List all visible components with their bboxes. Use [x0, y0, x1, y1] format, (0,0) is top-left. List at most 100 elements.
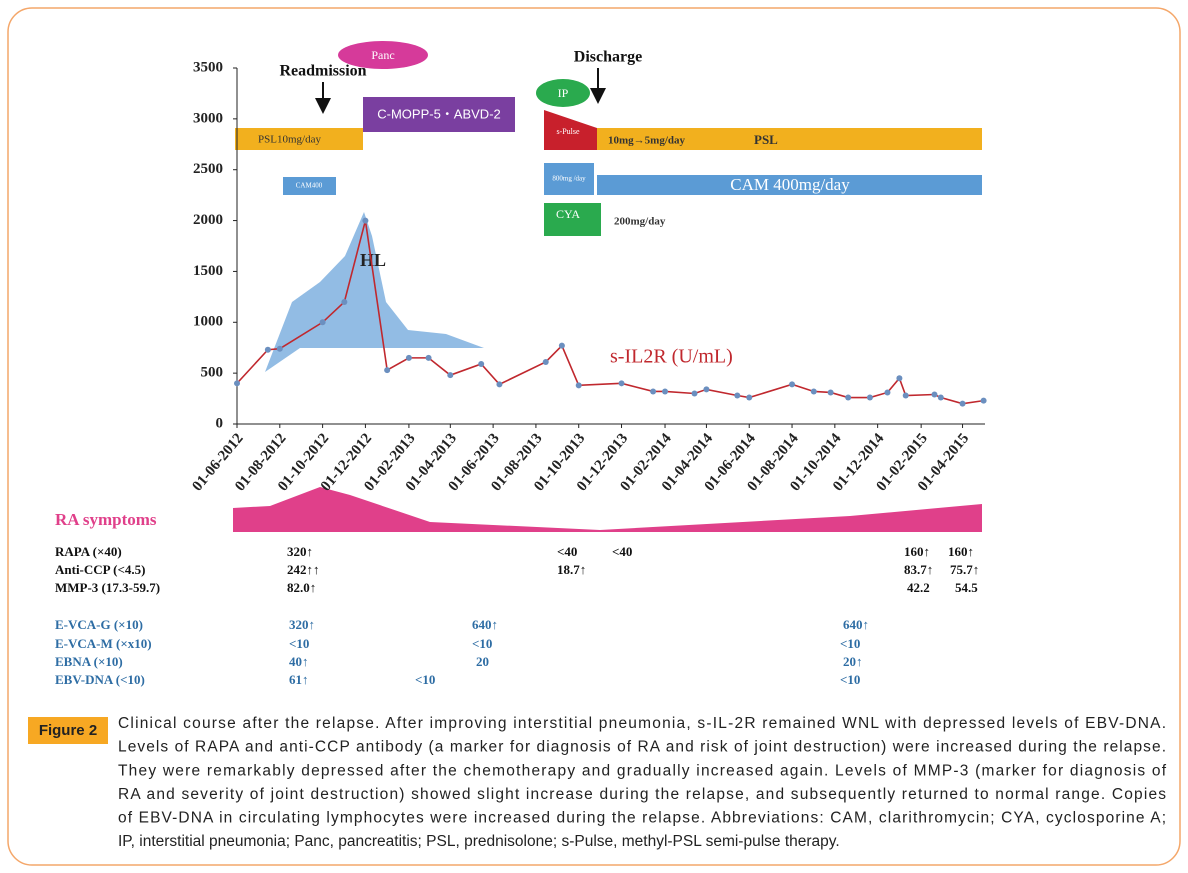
point [362, 217, 369, 224]
y-tick-label: 3000 [193, 110, 223, 126]
lab-value: 20↑ [843, 654, 863, 669]
hl-label: HL [360, 250, 386, 270]
panc-label: Panc [371, 48, 394, 62]
cam-pulse-bar [544, 163, 594, 195]
point [447, 372, 454, 379]
point [264, 346, 271, 353]
point [937, 394, 944, 401]
lab-label: MMP-3 (17.3-59.7) [55, 580, 160, 595]
spulse-label: s-Pulse [556, 127, 580, 136]
caption-line: RA and severity of joint destruction) sh… [118, 786, 1166, 803]
lab-value: 640↑ [843, 617, 869, 632]
discharge-label: Discharge [574, 49, 642, 66]
caption-line: of EBV-DNA in circulating lymphocytes we… [118, 809, 1166, 826]
lab-value: 320↑ [289, 617, 315, 632]
point [845, 394, 852, 401]
lab-label: E-VCA-G (×10) [55, 617, 143, 632]
series-line [236, 220, 984, 405]
cam-pulse-label: 800mg /day [552, 175, 586, 183]
point [558, 342, 565, 349]
lab-label: EBNA (×10) [55, 654, 123, 669]
point [234, 380, 240, 387]
point [496, 381, 503, 388]
cya-dose-label: 200mg/day [614, 216, 666, 228]
lab-value: 83.7↑ [904, 562, 933, 577]
point [703, 386, 710, 393]
lab-value: 82.0↑ [287, 580, 316, 595]
point [276, 345, 283, 352]
ra-label: RA symptoms [55, 510, 157, 529]
psl-before-label: PSL10mg/day [258, 134, 321, 146]
point [662, 388, 669, 395]
lab-label: Anti-CCP (<4.5) [55, 562, 145, 577]
lab-value: <10 [415, 672, 435, 687]
caption-line: Clinical course after the relapse. After… [118, 715, 1166, 732]
point [884, 389, 891, 396]
lab-value: <10 [289, 636, 309, 651]
figure-label-box [28, 717, 108, 744]
point [650, 388, 657, 395]
lab-value: 160↑ [948, 544, 974, 559]
point [384, 367, 391, 374]
lab-value: 18.7↑ [557, 562, 586, 577]
point [810, 388, 817, 395]
series-label: s-IL2R (U/mL) [610, 346, 733, 368]
cya-label: CYA [556, 207, 580, 221]
spulse-shape [544, 110, 597, 150]
lab-label: EBV-DNA (<10) [55, 672, 145, 687]
point [827, 389, 834, 396]
lab-value: 20 [476, 654, 489, 669]
point [734, 392, 741, 399]
ra-band [233, 487, 982, 532]
y-tick-label: 1500 [193, 263, 223, 279]
caption-line: IP, interstitial pneumonia; Panc, pancre… [118, 833, 840, 850]
lab-value: 640↑ [472, 617, 498, 632]
lab-value: 42.2 [907, 580, 930, 595]
lab-label: E-VCA-M (×x10) [55, 636, 152, 651]
frame [7, 7, 1181, 866]
point [341, 298, 348, 305]
y-tick-label: 2000 [193, 212, 223, 228]
lab-value: 320↑ [287, 544, 313, 559]
point [425, 354, 432, 361]
cam-bar [597, 175, 982, 195]
psl-bar [597, 128, 982, 150]
cam-label: CAM 400mg/day [730, 175, 850, 194]
y-tick-label: 1000 [193, 314, 223, 330]
ip-label: IP [558, 86, 569, 100]
cya-bar [544, 203, 601, 236]
point [789, 381, 796, 388]
lab-value: 61↑ [289, 672, 309, 687]
chemo-label: C-MOPP-5・ABVD-2 [377, 106, 501, 121]
psl-before-bar [235, 128, 363, 150]
panc-ellipse [338, 41, 428, 69]
caption-line: They were remarkably depressed after the… [118, 762, 1167, 779]
lab-value: <40 [557, 544, 577, 559]
point [746, 394, 753, 401]
lab-value: <40 [612, 544, 632, 559]
y-tick-label: 2500 [193, 161, 223, 177]
point [959, 400, 966, 407]
y-tick-label: 3500 [193, 59, 223, 75]
ip-ellipse [536, 79, 590, 107]
caption-line: Levels of RAPA and anti-CCP antibody (a … [118, 739, 1166, 756]
lab-value: <10 [472, 636, 492, 651]
lab-value: <10 [840, 672, 860, 687]
lab-value: 75.7↑ [950, 562, 979, 577]
readmission-label: Readmission [279, 63, 366, 80]
y-tick-label: 0 [216, 415, 224, 431]
psl-dose-label: 10mg→5mg/day [608, 135, 686, 147]
point [542, 358, 549, 365]
point [575, 382, 582, 389]
point [691, 390, 698, 397]
point [478, 360, 485, 367]
psl-label: PSL [754, 132, 778, 147]
hl-area [265, 212, 484, 372]
point [902, 392, 909, 399]
point [980, 397, 987, 404]
y-tick-label: 500 [201, 365, 224, 381]
point [405, 354, 412, 361]
cam-before-label: CAM400 [296, 182, 323, 190]
